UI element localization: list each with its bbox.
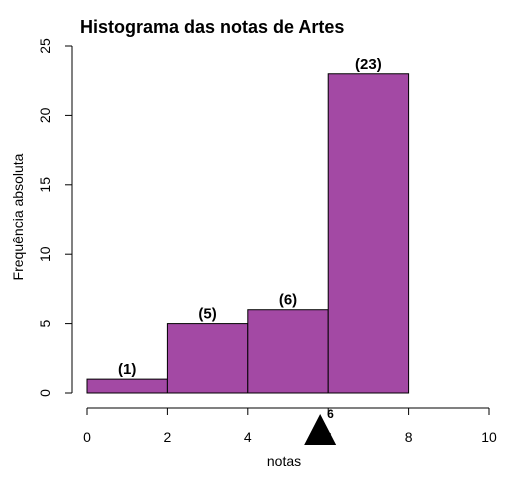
y-axis: 0 5 10 15 20 25	[37, 38, 72, 397]
x-axis-label: notas	[267, 453, 301, 469]
bar-count-label-1: (5)	[198, 306, 216, 323]
x-tick-label-0: 0	[83, 429, 91, 445]
x-tick-label-4: 8	[405, 429, 413, 445]
histogram-bar-0	[87, 379, 167, 393]
y-tick-label-2: 10	[37, 246, 53, 262]
histogram-bar-2	[248, 310, 328, 393]
x-axis: 0 2 4 6 8 10	[83, 408, 497, 445]
mean-marker: 6	[304, 407, 336, 445]
y-tick-label-5: 25	[37, 38, 53, 54]
chart-title: Histograma das notas de Artes	[80, 17, 344, 37]
bar-count-label-2: (6)	[279, 292, 297, 309]
y-axis-label: Frequência absoluta	[10, 153, 26, 280]
y-tick-label-1: 5	[37, 319, 53, 327]
y-tick-label-0: 0	[37, 389, 53, 397]
mean-marker-label: 6	[327, 407, 334, 421]
histogram-bar-1	[167, 324, 247, 393]
bar-count-label-0: (1)	[118, 361, 136, 378]
histogram-bar-3	[328, 74, 408, 393]
x-tick-label-5: 10	[481, 429, 497, 445]
bars-group	[87, 74, 409, 393]
x-tick-label-1: 2	[164, 429, 172, 445]
bar-count-label-3: (23)	[355, 56, 382, 73]
y-tick-label-4: 20	[37, 107, 53, 123]
y-tick-label-3: 15	[37, 177, 53, 193]
x-tick-label-2: 4	[244, 429, 252, 445]
